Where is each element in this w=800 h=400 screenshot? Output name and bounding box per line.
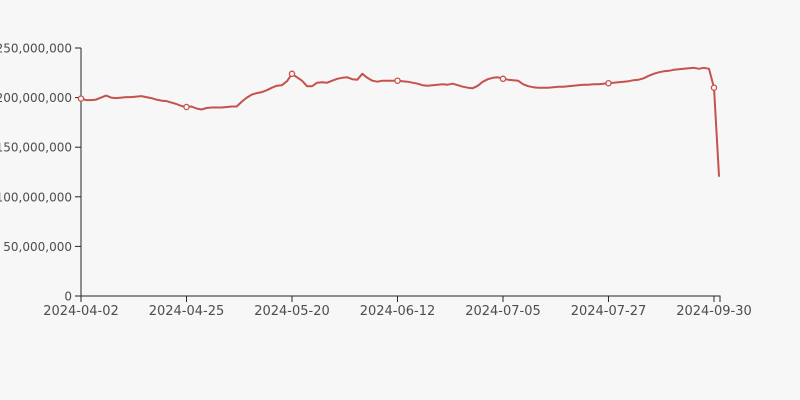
data-line: [80, 66, 720, 177]
data-point-marker: [394, 77, 401, 84]
y-tick-label: 100,000,000: [0, 190, 72, 204]
y-tick-label: 150,000,000: [0, 141, 72, 155]
data-point-marker: [77, 95, 85, 102]
data-point-marker: [183, 103, 190, 111]
data-point-marker: [710, 84, 718, 91]
x-tick-label: 2024-04-25: [149, 304, 225, 319]
axes: [80, 48, 721, 302]
y-tick-label: 200,000,000: [0, 91, 72, 105]
x-tick-label: 2024-09-30: [676, 304, 752, 319]
x-tick-label: 2024-06-12: [360, 304, 436, 319]
y-tick-label: 50,000,000: [3, 240, 72, 254]
x-tick-label: 2024-07-27: [571, 304, 647, 319]
y-tick-label: 250,000,000: [0, 42, 72, 56]
data-point-marker: [605, 79, 612, 87]
data-point-marker: [499, 75, 507, 83]
x-tick-label: 2024-05-20: [254, 304, 330, 319]
x-tick-label: 2024-04-02: [43, 304, 119, 319]
x-tick-label: 2024-07-05: [465, 304, 541, 319]
data-point-marker: [288, 70, 296, 78]
y-tick-label: 0: [64, 290, 72, 304]
